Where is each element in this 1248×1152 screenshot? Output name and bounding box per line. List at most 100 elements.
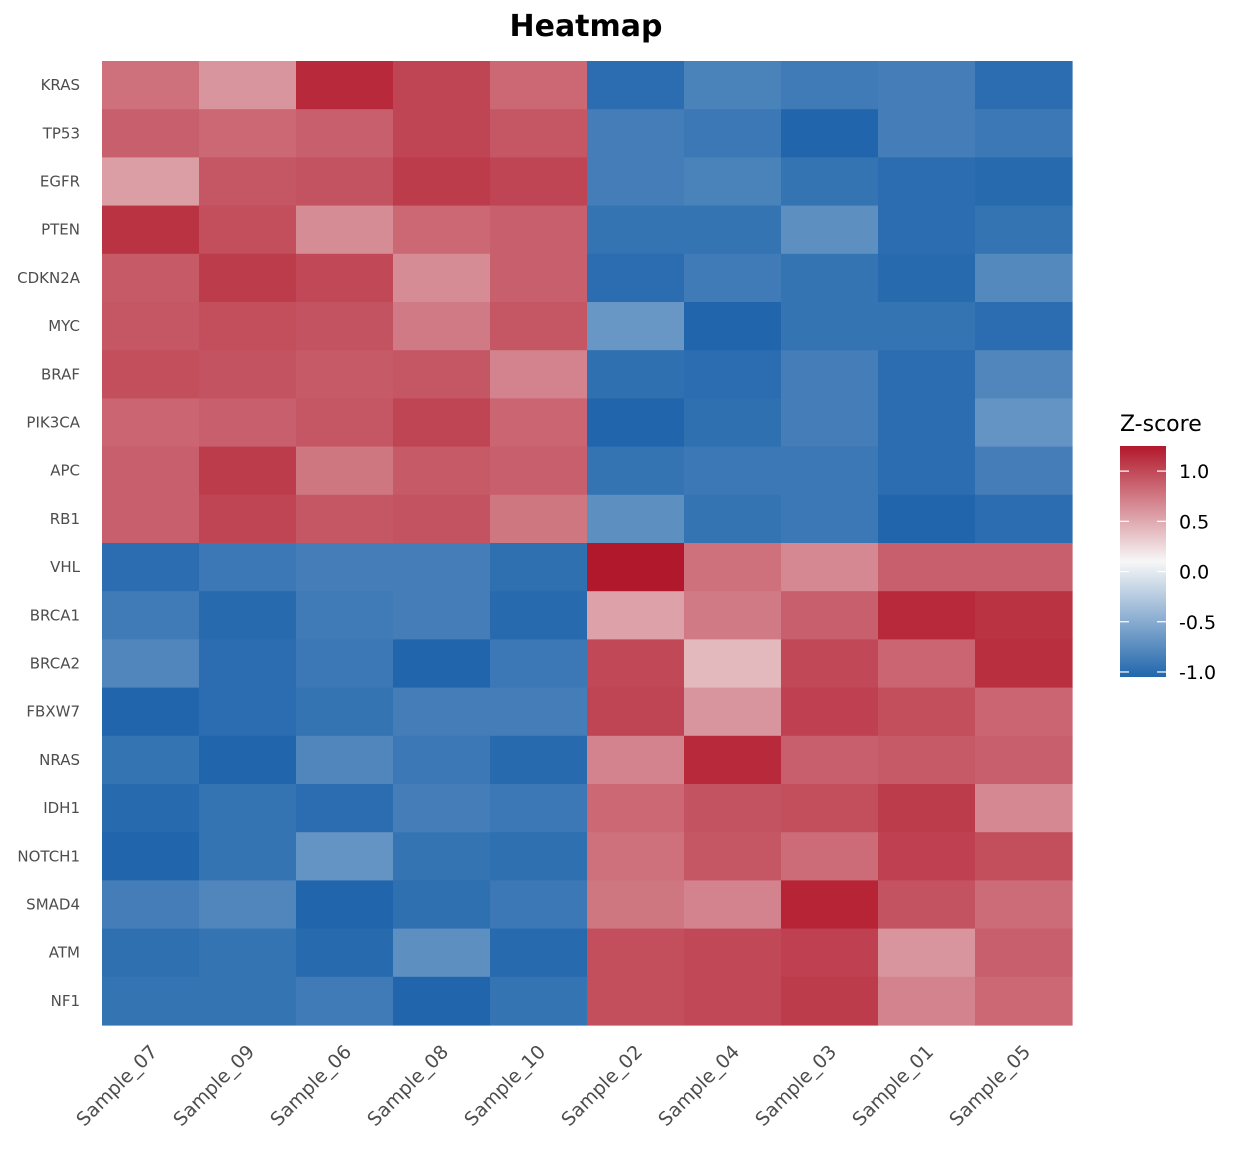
heatmap-cell — [975, 157, 1073, 207]
heatmap-cell — [296, 350, 394, 399]
heatmap-cell — [393, 976, 491, 1026]
heatmap-cell — [296, 639, 394, 689]
heatmap-cell — [975, 543, 1073, 592]
heatmap-cell — [199, 61, 297, 110]
y-tick-label: RB1 — [50, 510, 80, 528]
heatmap-cell — [975, 928, 1073, 978]
heatmap-cell — [878, 639, 976, 689]
x-tick-label: Sample_01 — [848, 1041, 938, 1131]
heatmap-cell — [102, 398, 200, 448]
heatmap-cell — [587, 398, 685, 448]
heatmap-cell — [102, 253, 200, 303]
heatmap-cell — [102, 928, 200, 978]
legend-tick-label: 0.0 — [1179, 562, 1209, 584]
heatmap-cell — [878, 398, 976, 448]
heatmap-cell — [199, 157, 297, 207]
heatmap-cell — [781, 350, 879, 399]
heatmap-cell — [393, 735, 491, 785]
heatmap-cell — [878, 928, 976, 978]
heatmap-cell — [296, 109, 394, 158]
y-tick-label: BRCA2 — [30, 655, 80, 673]
heatmap-cell — [102, 784, 200, 833]
heatmap-cell — [684, 591, 782, 640]
heatmap-cell — [878, 735, 976, 785]
heatmap-cell — [878, 591, 976, 640]
x-tick-label: Sample_04 — [654, 1041, 744, 1131]
heatmap-cell — [393, 109, 491, 158]
heatmap-cell — [296, 398, 394, 448]
heatmap-cell — [975, 639, 1073, 689]
heatmap-cell — [684, 735, 782, 785]
heatmap-cell — [393, 591, 491, 640]
heatmap-cell — [587, 591, 685, 640]
heatmap-cell — [393, 639, 491, 689]
heatmap-cell — [878, 976, 976, 1026]
y-tick-label: NOTCH1 — [17, 847, 80, 865]
y-tick-label: TP53 — [42, 124, 80, 142]
heatmap-cell — [296, 61, 394, 110]
heatmap-cell — [975, 205, 1073, 255]
heatmap-cell — [199, 591, 297, 640]
heatmap-cell — [975, 302, 1073, 351]
heatmap-cell — [684, 61, 782, 110]
heatmap-cell — [878, 543, 976, 592]
heatmap-cell — [102, 880, 200, 930]
heatmap-cell — [975, 880, 1073, 930]
heatmap-cell — [975, 784, 1073, 833]
heatmap-cell — [781, 157, 879, 207]
heatmap-cell — [199, 398, 297, 448]
x-tick-label: Sample_07 — [72, 1041, 162, 1131]
heatmap-cell — [684, 880, 782, 930]
heatmap-cell — [781, 639, 879, 689]
heatmap-cell — [684, 543, 782, 592]
heatmap-cell — [587, 639, 685, 689]
y-tick-label: EGFR — [40, 173, 80, 191]
heatmap-cell — [393, 784, 491, 833]
y-tick-label: FBXW7 — [26, 703, 80, 721]
heatmap-cell — [102, 109, 200, 158]
heatmap-cell — [781, 687, 879, 737]
y-tick-label: PIK3CA — [26, 414, 80, 432]
heatmap-cell — [684, 494, 782, 544]
heatmap-cell — [296, 735, 394, 785]
heatmap-cell — [490, 398, 588, 448]
y-tick-label: CDKN2A — [17, 269, 81, 287]
heatmap-cell — [102, 302, 200, 351]
heatmap-cell — [393, 205, 491, 255]
heatmap-cell — [102, 446, 200, 496]
heatmap-cell — [102, 157, 200, 207]
heatmap-cell — [781, 591, 879, 640]
heatmap-cell — [490, 494, 588, 544]
heatmap-cell — [296, 687, 394, 737]
heatmap-cell — [684, 302, 782, 351]
heatmap-cell — [490, 735, 588, 785]
heatmap-cell — [878, 109, 976, 158]
heatmap-cell — [490, 253, 588, 303]
heatmap-cell — [102, 350, 200, 399]
heatmap-cell — [490, 687, 588, 737]
heatmap-cell — [199, 687, 297, 737]
heatmap-cell — [199, 205, 297, 255]
heatmap-cell — [587, 832, 685, 881]
heatmap-cell — [878, 61, 976, 110]
heatmap-cell — [199, 784, 297, 833]
y-tick-label: IDH1 — [43, 799, 80, 817]
heatmap-cell — [781, 735, 879, 785]
heatmap-cell — [102, 832, 200, 881]
heatmap-cell — [975, 109, 1073, 158]
heatmap-cell — [975, 832, 1073, 881]
heatmap-cell — [781, 880, 879, 930]
heatmap-cell — [684, 350, 782, 399]
heatmap-cell — [587, 61, 685, 110]
heatmap-cell — [199, 832, 297, 881]
heatmap-cell — [975, 976, 1073, 1026]
heatmap-cell — [684, 687, 782, 737]
heatmap-cell — [393, 302, 491, 351]
y-axis-labels: KRAS TP53 EGFR PTEN CDKN2A MYC BRAF PIK3CA APC RB… — [17, 76, 81, 1010]
x-axis-labels: Sample_07 Sample_09 Sample_06 Sample_08 Samp… — [72, 1041, 1035, 1131]
heatmap-cell — [102, 61, 200, 110]
heatmap-cell — [781, 784, 879, 833]
heatmap-cell — [199, 446, 297, 496]
heatmap-cell — [781, 205, 879, 255]
heatmap-cell — [296, 205, 394, 255]
